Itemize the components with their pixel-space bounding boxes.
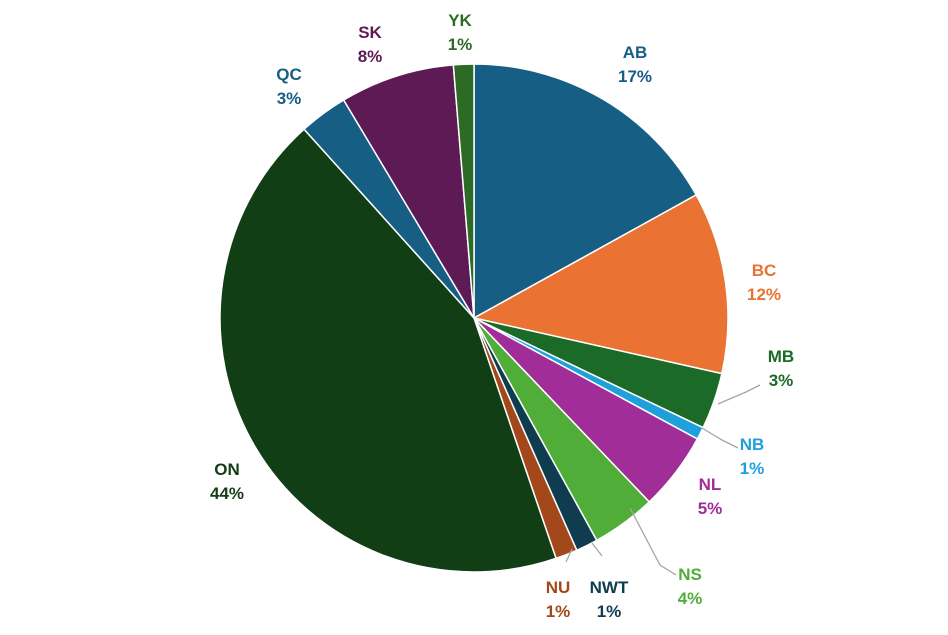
percent-value: 12%: [747, 285, 781, 304]
pie-slice-ab: [473, 63, 698, 320]
pie-slice-on: [219, 128, 557, 573]
category-name: NL: [699, 475, 722, 494]
data-labels: AB 17% BC 12% MB 3% NB 1% NL 5% NS 4% NWT 1% NU 1% ON 44%…: [210, 11, 794, 621]
percent-value: 1%: [740, 459, 765, 478]
percent-value: 17%: [618, 67, 652, 86]
leader-line-nwt: [591, 542, 603, 557]
data-label-nu: NU 1%: [546, 578, 571, 621]
leader-line-nu: [565, 548, 573, 563]
percent-value: 3%: [769, 371, 794, 390]
category-name: QC: [276, 65, 302, 84]
leader-line-mb: [717, 384, 761, 405]
data-label-nb: NB 1%: [740, 435, 765, 478]
category-name: NS: [678, 565, 702, 584]
leader-line-ns: [629, 507, 677, 576]
data-label-qc: QC 3%: [276, 65, 302, 108]
data-label-bc: BC 12%: [747, 261, 781, 304]
data-label-sk: SK 8%: [358, 23, 383, 66]
percent-value: 1%: [597, 602, 622, 621]
percent-value: 1%: [546, 602, 571, 621]
category-name: AB: [623, 43, 648, 62]
category-name: SK: [358, 23, 382, 42]
category-name: MB: [768, 347, 794, 366]
data-label-ns: NS 4%: [678, 565, 703, 608]
percent-value: 8%: [358, 47, 383, 66]
percent-value: 4%: [678, 589, 703, 608]
pie-slice-sk: [342, 64, 475, 319]
data-label-nwt: NWT 1%: [590, 578, 629, 621]
pie-slice-yk: [452, 63, 475, 319]
category-name: NB: [740, 435, 765, 454]
data-label-yk: YK 1%: [448, 11, 473, 54]
percent-value: 3%: [277, 89, 302, 108]
data-label-nl: NL 5%: [698, 475, 723, 518]
category-name: NWT: [590, 578, 629, 597]
pie-slices: [219, 63, 729, 573]
data-label-mb: MB 3%: [768, 347, 794, 390]
category-name: YK: [448, 11, 472, 30]
percent-value: 5%: [698, 499, 723, 518]
percent-value: 44%: [210, 484, 244, 503]
percent-value: 1%: [448, 35, 473, 54]
pie-slice-bc: [471, 193, 729, 375]
data-label-on: ON 44%: [210, 460, 244, 503]
leader-line-nb: [701, 427, 739, 449]
category-name: NU: [546, 578, 571, 597]
category-name: ON: [214, 460, 240, 479]
category-name: BC: [752, 261, 777, 280]
data-label-ab: AB 17%: [618, 43, 652, 86]
leader-lines: [565, 384, 761, 576]
